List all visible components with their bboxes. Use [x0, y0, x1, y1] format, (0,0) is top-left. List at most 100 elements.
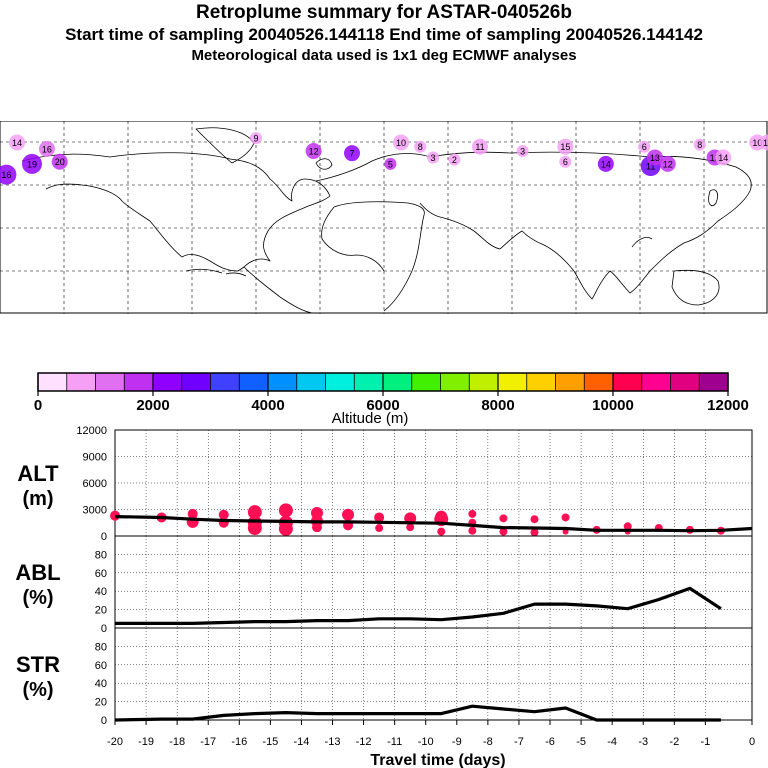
- plume-label: 11: [475, 142, 484, 152]
- x-axis-label: Travel time (days): [370, 752, 505, 768]
- plume-label: 10: [396, 138, 406, 148]
- x-tick-label: -13: [325, 736, 341, 748]
- plume-marker: [305, 143, 322, 160]
- panel-ylabel: ABL: [15, 560, 60, 585]
- altitude-colorbar: 0 2000 4000 6000 8000 10000 12000 Altitude (m): [34, 372, 749, 426]
- altitude-dot: [530, 515, 539, 524]
- series-line: [114, 704, 721, 722]
- x-tick-label: -11: [387, 736, 402, 748]
- plume-label: 7: [349, 149, 354, 159]
- colorbar-cell: [383, 373, 413, 391]
- plume-label: 13: [763, 138, 768, 148]
- colorbar-cell: [699, 373, 729, 391]
- plume-marker: [638, 140, 651, 153]
- y-tick-label: 40: [95, 678, 107, 690]
- plume-marker: [760, 134, 768, 151]
- altitude-dot: [278, 521, 293, 536]
- plume-marker: [659, 155, 676, 172]
- colorbar-cell: [38, 373, 68, 391]
- plume-marker: [414, 140, 427, 153]
- colorbar-cell: [210, 373, 240, 391]
- x-tick-label: -19: [138, 736, 154, 748]
- plume-marker: [38, 140, 55, 157]
- colorbar-tick-label: 8000: [481, 397, 514, 414]
- colorbar-tick-label: 6000: [366, 397, 399, 414]
- plume-label: 16: [1, 170, 11, 180]
- y-tick-label: 0: [101, 531, 107, 543]
- altitude-dot: [278, 503, 293, 518]
- altitude-dot: [375, 524, 384, 533]
- x-tick-label: -9: [452, 736, 462, 748]
- panel-abl: 0 20 40 60 80 ABL(%): [15, 535, 753, 635]
- plume-marker: [0, 164, 17, 185]
- x-tick-label: -17: [200, 736, 216, 748]
- colorbar-cell: [641, 373, 671, 391]
- plume-marker: [516, 145, 529, 158]
- colorbar-cell: [66, 373, 96, 391]
- colorbar-label: Altitude (m): [332, 410, 409, 426]
- y-tick-label: 40: [95, 586, 107, 598]
- altitude-dot: [530, 528, 539, 537]
- panel-ylabel-unit: (%): [22, 587, 53, 609]
- coastlines: [21, 127, 752, 314]
- y-tick-label: 60: [95, 568, 107, 580]
- plume-label: 9: [253, 134, 258, 144]
- colorbar-tick-label: 4000: [251, 397, 284, 414]
- panel-frame: [114, 535, 753, 629]
- plume-marker: [597, 155, 614, 172]
- colorbar-cell: [555, 373, 585, 391]
- colorbar-cell: [670, 373, 700, 391]
- x-tick-label: 0: [749, 736, 755, 748]
- colorbar-cell: [268, 373, 298, 391]
- colorbar-cell: [613, 373, 643, 391]
- colorbar-cell: [469, 373, 499, 391]
- plume-label: 6: [563, 157, 568, 167]
- altitude-dot: [342, 508, 355, 521]
- x-tick-label: -18: [169, 736, 185, 748]
- x-tick-label: -2: [669, 736, 679, 748]
- panel-str: 0 20 40 60 80 STR(%): [16, 627, 753, 727]
- plume-marker: [9, 134, 26, 151]
- panel-ylabel: ALT: [17, 461, 59, 486]
- plume-label: 3: [431, 153, 436, 163]
- plume-label: 10: [752, 138, 762, 148]
- colorbar-cell: [526, 373, 556, 391]
- colorbar-cell: [325, 373, 355, 391]
- y-tick-label: 0: [101, 623, 107, 635]
- time-series-panels: 030006000900012000ALT(m)020406080ABL(%)0…: [15, 425, 755, 768]
- x-tick-label: -5: [576, 736, 586, 748]
- plume-label: 19: [27, 159, 37, 169]
- plume-label: 16: [42, 144, 52, 154]
- colorbar-cell: [584, 373, 614, 391]
- plume-marker: [393, 134, 410, 151]
- x-tick-label: -16: [231, 736, 247, 748]
- plume-marker: [559, 155, 572, 168]
- y-tick-label: 80: [95, 549, 107, 561]
- panel-ylabel-unit: (%): [22, 679, 53, 701]
- plume-marker: [646, 149, 663, 166]
- colorbar-cell: [124, 373, 154, 391]
- plume-label: 3: [520, 147, 525, 157]
- x-tick-label: -7: [514, 736, 524, 748]
- x-tick-label: -4: [607, 736, 617, 748]
- plume-marker: [384, 157, 397, 170]
- plume-marker: [448, 153, 461, 166]
- series-line: [114, 515, 753, 533]
- plume-marker: [344, 145, 360, 162]
- chart-title: Retroplume summary for ASTAR-040526b: [196, 2, 572, 23]
- altitude-dot: [468, 526, 477, 535]
- colorbar-tick-label: 12000: [707, 397, 749, 414]
- plume-label: 13: [710, 153, 720, 163]
- altitude-dot: [374, 512, 385, 523]
- colorbar-cell: [95, 373, 125, 391]
- altitude-dot: [247, 521, 262, 536]
- sampling-times: Start time of sampling 20040526.144118 E…: [65, 25, 703, 44]
- plume-marker: [557, 138, 574, 155]
- plume-label: 13: [650, 153, 660, 163]
- colorbar-cell: [354, 373, 384, 391]
- plume-label: 14: [12, 138, 22, 148]
- plume-label: 14: [718, 153, 728, 163]
- plume-label: 14: [601, 159, 611, 169]
